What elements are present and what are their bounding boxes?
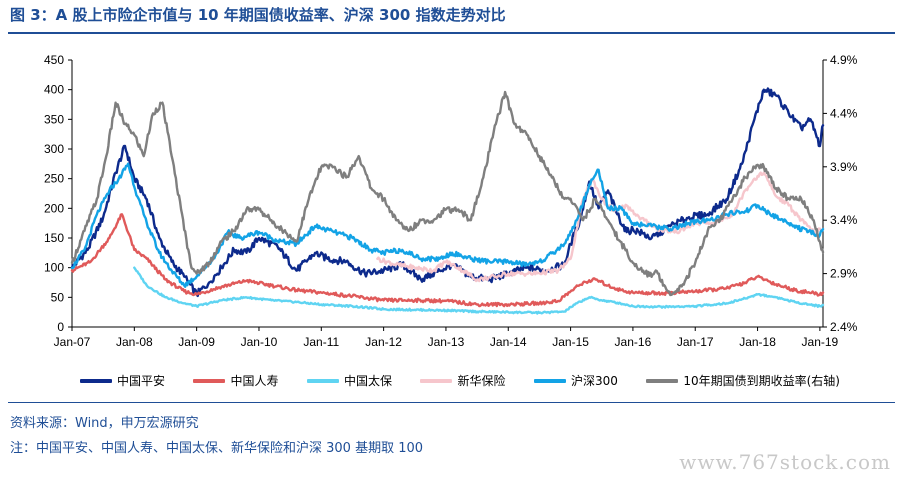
- chart-series-lines: [70, 87, 825, 315]
- legend-label: 沪深300: [570, 374, 618, 388]
- y-left-tick-label: 150: [44, 231, 64, 245]
- series-line-1: [70, 213, 825, 308]
- legend-item: 中国人寿: [193, 372, 279, 389]
- base-period-note: 注：中国平安、中国人寿、中国太保、新华保险和沪深 300 基期取 100: [10, 441, 424, 456]
- y-left-tick-label: 350: [44, 112, 64, 126]
- legend-item: 新华保险: [420, 372, 505, 389]
- series-line-5: [70, 90, 825, 297]
- y-left-tick-label: 0: [57, 320, 64, 334]
- legend-label: 10年期国债到期收益率(右轴): [683, 374, 840, 388]
- x-tick-label: Jan-16: [615, 335, 652, 349]
- legend-swatch: [306, 378, 339, 383]
- x-tick-label: Jan-18: [739, 335, 776, 349]
- y-right-tick-label: 3.9%: [830, 160, 858, 174]
- chart-legend: 中国平安 中国人寿 中国太保 新华保险 沪深300 10年期国债到期收益率(右轴): [80, 372, 840, 389]
- y-right-tick-label: 2.9%: [830, 267, 858, 281]
- source-note: 资料来源：Wind，申万宏源研究: [10, 416, 199, 431]
- y-left-tick-label: 300: [44, 142, 64, 156]
- title-underline: [8, 32, 895, 34]
- y-right-tick-label: 4.9%: [830, 53, 858, 67]
- legend-swatch: [420, 378, 453, 383]
- chart-title: 图 3：A 股上市险企市值与 10 年期国债收益率、沪深 300 指数走势对比: [10, 6, 506, 24]
- x-tick-label: Jan-07: [54, 335, 91, 349]
- y-left-tick-label: 250: [44, 172, 64, 186]
- legend-item: 中国太保: [306, 372, 392, 389]
- x-tick-label: Jan-08: [116, 335, 153, 349]
- legend-item: 中国平安: [80, 372, 165, 389]
- x-tick-label: Jan-12: [365, 335, 402, 349]
- legend-item: 10年期国债到期收益率(右轴): [646, 372, 840, 389]
- legend-swatch: [533, 378, 566, 383]
- y-left-tick-label: 200: [44, 201, 64, 215]
- series-line-4: [70, 162, 825, 288]
- legend-label: 中国太保: [343, 374, 392, 388]
- x-tick-label: Jan-09: [178, 335, 215, 349]
- x-tick-label: Jan-17: [677, 335, 714, 349]
- x-tick-label: Jan-15: [552, 335, 589, 349]
- legend-item: 沪深300: [533, 372, 618, 389]
- x-tick-label: Jan-10: [241, 335, 278, 349]
- y-left-tick-label: 100: [44, 261, 64, 275]
- legend-swatch: [80, 378, 112, 383]
- legend-label: 中国平安: [117, 374, 166, 388]
- x-tick-label: Jan-19: [802, 335, 839, 349]
- legend-swatch: [193, 378, 226, 383]
- series-line-2: [133, 266, 825, 315]
- legend-label: 新华保险: [457, 374, 506, 388]
- legend-swatch: [646, 378, 679, 383]
- line-chart: 0 50 100 150 200 250 300 350 400 450 2.4% 2.9% 3.4% 3…: [44, 53, 858, 349]
- y-left-tick-label: 450: [44, 53, 64, 67]
- legend-label: 中国人寿: [230, 374, 279, 388]
- y-left-tick-label: 50: [51, 290, 65, 304]
- watermark: www.767stock.com: [679, 450, 891, 474]
- y-right-tick-label: 3.4%: [830, 213, 858, 227]
- y-right-tick-label: 2.4%: [830, 320, 858, 334]
- y-left-tick-label: 400: [44, 83, 64, 97]
- chart-axes: 0 50 100 150 200 250 300 350 400 450 2.4% 2.9% 3.4% 3…: [44, 53, 858, 349]
- x-tick-label: Jan-13: [428, 335, 465, 349]
- footer-divider: [8, 402, 895, 403]
- y-right-tick-label: 4.4%: [830, 106, 858, 120]
- series-line-3: [376, 171, 825, 283]
- x-tick-label: Jan-11: [303, 335, 339, 349]
- x-tick-label: Jan-14: [490, 335, 527, 349]
